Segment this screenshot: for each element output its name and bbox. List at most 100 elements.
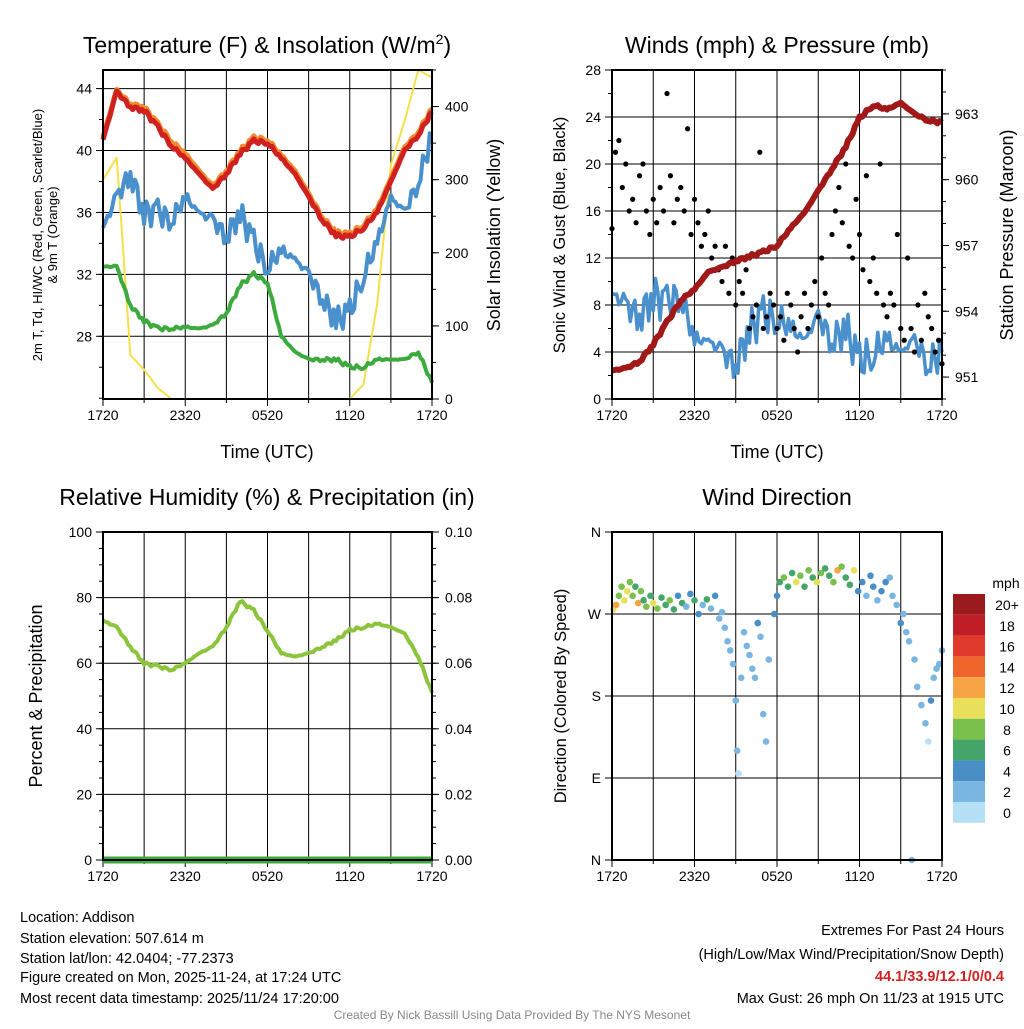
gust-point (616, 137, 622, 144)
gust-point (801, 290, 808, 296)
y-tick-label: 16 (585, 203, 601, 219)
x-tick-label: 0520 (252, 868, 283, 884)
direction-point (838, 563, 845, 570)
gust-point (915, 302, 921, 308)
direction-point (707, 605, 715, 612)
gust-point (623, 161, 629, 167)
gust-point (863, 173, 869, 179)
x-tick-label: 0520 (252, 407, 283, 423)
gust-point (702, 231, 708, 238)
direction-chart-title: Wind Direction (702, 484, 852, 510)
direction-point (854, 587, 862, 595)
direction-point (623, 587, 631, 595)
direction-point (918, 701, 925, 709)
direction-point (780, 574, 788, 581)
legend-swatch (953, 739, 985, 761)
gust-point (860, 267, 866, 273)
gust-point (795, 349, 801, 355)
direction-point (935, 660, 943, 668)
direction-point (886, 574, 894, 581)
direction-point (770, 610, 778, 618)
series-station-pressure (611, 99, 944, 374)
gust-point (643, 208, 649, 214)
direction-point (801, 583, 808, 590)
direction-point (900, 610, 907, 618)
direction-point (662, 601, 669, 609)
gust-point (743, 267, 749, 273)
gust-point (850, 255, 856, 261)
gust-point (856, 231, 863, 238)
direction-point (867, 572, 874, 580)
direction-point (632, 583, 639, 590)
direction-point (913, 683, 921, 691)
y-tick-label: 4 (593, 344, 601, 360)
direction-point (757, 633, 764, 641)
gust-point (880, 302, 887, 308)
gust-point (685, 126, 691, 132)
gust-point (867, 278, 873, 285)
direction-point (626, 578, 634, 586)
gust-point (674, 196, 680, 202)
legend-swatch (953, 656, 985, 678)
gust-point (791, 325, 797, 332)
y-right-tick-label: 951 (955, 369, 979, 385)
gust-point (770, 302, 777, 308)
direction-point (732, 697, 740, 704)
gust-point (636, 173, 643, 179)
direction-point (647, 592, 654, 600)
direction-point (850, 566, 858, 574)
y-tick-label: 28 (585, 62, 601, 78)
wind-x-axis-label: Time (UTC) (730, 442, 823, 462)
x-tick-label: 1720 (926, 868, 957, 884)
created-text: Figure created on Mon, 2025-11-24, at 17… (20, 970, 341, 986)
direction-point (612, 601, 620, 609)
legend-swatch (953, 760, 985, 782)
legend-label: 0 (1003, 805, 1011, 821)
gust-point (853, 196, 859, 202)
gust-point (908, 325, 914, 332)
gust-point (884, 314, 890, 320)
y-right-tick-label: 0.10 (445, 524, 472, 540)
y-tick-label: 0 (593, 391, 601, 407)
direction-point (788, 569, 796, 577)
credit-text: Created By Nick Bassill Using Data Provi… (334, 1008, 691, 1022)
y-tick-label: S (592, 688, 601, 704)
direction-point (718, 608, 726, 616)
gust-point (626, 208, 632, 214)
y-tick-label: 20 (585, 156, 601, 172)
gust-point (746, 325, 753, 332)
direction-point (889, 592, 896, 600)
direction-point (797, 572, 804, 580)
legend-title: mph (992, 575, 1019, 591)
direction-point (621, 597, 628, 604)
rh-chart-title: Relative Humidity (%) & Precipitation (i… (59, 484, 474, 510)
x-tick-label: 0520 (761, 407, 792, 423)
gust-point (619, 184, 625, 191)
direction-point (743, 642, 751, 650)
gust-point (784, 290, 790, 296)
series-dewpoint (102, 263, 434, 384)
gust-point (757, 149, 763, 155)
x-tick-label: 1720 (596, 868, 627, 884)
x-tick-label: 1120 (335, 407, 365, 423)
y-tick-label: E (592, 770, 601, 786)
plot-border (102, 531, 433, 861)
legend-swatch (953, 635, 985, 657)
legend-swatch (953, 677, 985, 698)
direction-point (746, 651, 753, 659)
x-tick-label: 1720 (416, 407, 447, 423)
direction-point (821, 565, 829, 572)
gust-point (698, 243, 704, 249)
direction-point (721, 624, 729, 631)
gust-point (832, 208, 839, 214)
y-right-tick-label: 0.00 (445, 852, 472, 868)
direction-point (911, 656, 918, 663)
legend-swatch (953, 698, 985, 719)
temp-right-axis-label: Solar Insolation (Yellow) (484, 139, 504, 331)
direction-point (733, 747, 741, 754)
direction-point (711, 592, 719, 600)
series-relative-humidity (102, 599, 434, 694)
gust-point (726, 290, 732, 296)
direction-point (776, 578, 784, 586)
y-tick-label: 12 (585, 250, 601, 266)
